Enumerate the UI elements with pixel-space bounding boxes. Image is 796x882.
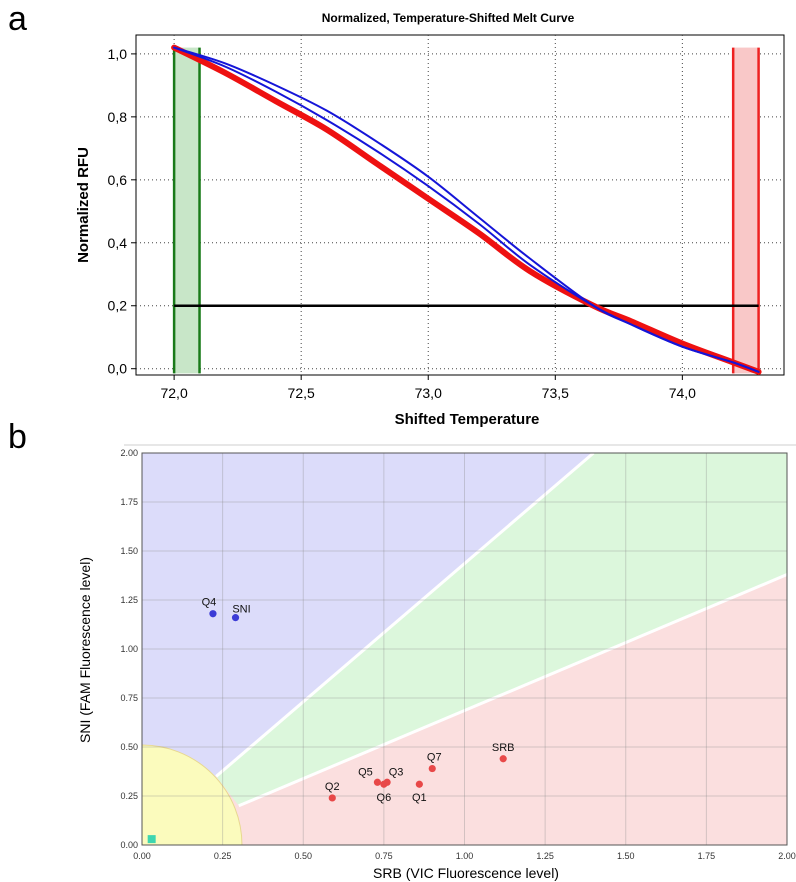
region-blue — [142, 453, 594, 777]
series-line-1 — [173, 46, 760, 373]
x-axis-label: SRB (VIC Fluorescence level) — [373, 865, 559, 881]
point-label-q6: Q6 — [377, 792, 392, 804]
boundary-lower — [238, 573, 788, 808]
y-tick-label: 0,2 — [108, 298, 128, 314]
x-tick-label: 0.25 — [214, 851, 232, 861]
series-line-2 — [171, 44, 762, 375]
x-tick-label: 0.75 — [375, 851, 393, 861]
x-tick-label: 0.50 — [294, 851, 312, 861]
x-tick-label: 73,0 — [415, 385, 442, 401]
scatter-point-q4 — [209, 610, 217, 618]
scatter-point-q2 — [328, 794, 336, 802]
y-tick-label: 1,0 — [108, 46, 128, 62]
boundary-upper — [215, 451, 595, 778]
x-tick-label: 1.25 — [536, 851, 554, 861]
y-tick-label: 0,0 — [108, 361, 128, 377]
y-tick-label: 0,8 — [108, 109, 128, 125]
y-axis-label: SNI (FAM Fluorescence level) — [77, 557, 93, 743]
x-tick-label: 0.00 — [133, 851, 151, 861]
y-tick-label: 1.00 — [120, 644, 138, 654]
y-tick-label: 0.00 — [120, 840, 138, 850]
point-label-q1: Q1 — [412, 792, 427, 804]
scatter-point-q1 — [415, 780, 423, 788]
y-axis-label: Normalized RFU — [75, 147, 92, 263]
y-tick-label: 0.25 — [120, 791, 138, 801]
y-tick-label: 0,6 — [108, 172, 128, 188]
point-label-q5: Q5 — [358, 766, 373, 778]
y-tick-label: 0.75 — [120, 693, 138, 703]
x-tick-label: 1.50 — [617, 851, 635, 861]
scatter-point-q5 — [373, 778, 382, 786]
scatter-point-q6 — [380, 780, 388, 788]
point-label-q4: Q4 — [202, 597, 217, 609]
point-label-srb: SRB — [492, 742, 515, 754]
x-tick-label: 74,0 — [669, 385, 696, 401]
scatter-point-marker — [147, 835, 156, 844]
x-tick-label: 2.00 — [778, 851, 796, 861]
point-label-sni: SNI — [232, 604, 250, 616]
point-label-q7: Q7 — [427, 752, 442, 764]
y-tick-label: 1.50 — [120, 546, 138, 556]
plot-frame — [141, 452, 788, 846]
point-label-q3: Q3 — [389, 766, 404, 778]
y-tick-label: 2.00 — [120, 448, 138, 458]
region-yellow — [141, 744, 243, 846]
x-axis-label: Shifted Temperature — [395, 411, 540, 428]
point-label-q2: Q2 — [325, 781, 340, 793]
x-tick-label: 72,5 — [288, 385, 315, 401]
scatter-point-srb — [499, 755, 507, 763]
chart-title: Normalized, Temperature-Shifted Melt Cur… — [322, 11, 575, 25]
x-tick-label: 1.00 — [456, 851, 474, 861]
region-pre-melt — [174, 47, 200, 374]
panel-label-b: b — [8, 418, 27, 456]
region-post-melt — [733, 47, 759, 374]
melt-curve-chart: Normalized, Temperature-Shifted Melt Cur… — [75, 11, 785, 428]
region-green — [216, 453, 788, 806]
plot-frame — [135, 34, 785, 376]
y-tick-label: 1.25 — [120, 595, 138, 605]
panel-label-a: a — [8, 0, 27, 38]
x-tick-label: 1.75 — [698, 851, 716, 861]
scatter-point-q7 — [428, 764, 436, 773]
y-tick-label: 0,4 — [108, 235, 128, 251]
y-tick-label: 1.75 — [120, 497, 138, 507]
scatter-point-sni — [231, 614, 240, 622]
x-tick-label: 72,0 — [160, 385, 187, 401]
x-tick-label: 73,5 — [542, 385, 569, 401]
y-tick-label: 0.50 — [120, 742, 138, 752]
